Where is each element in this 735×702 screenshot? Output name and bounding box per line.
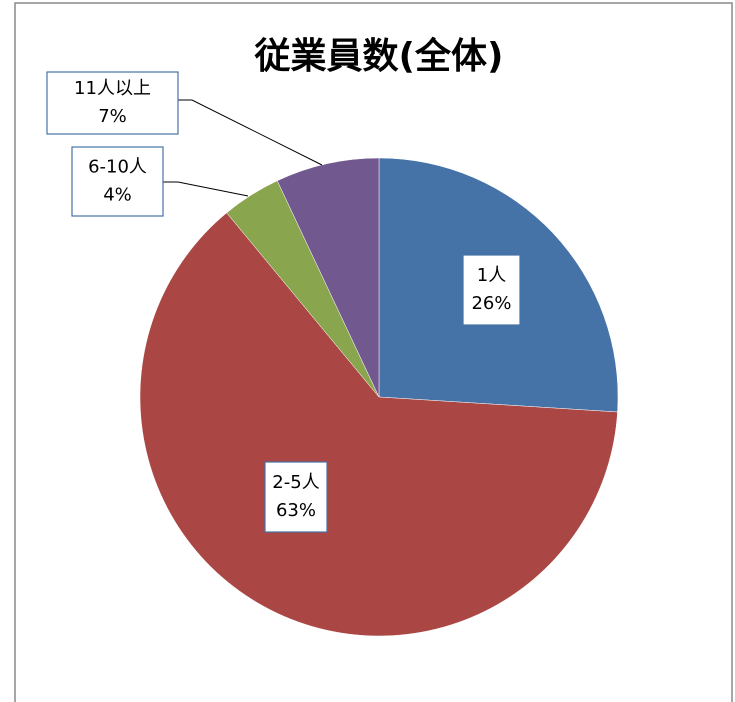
chart-title: 従業員数(全体) [254, 35, 504, 77]
label-box [71, 146, 164, 217]
pie-slice [139, 212, 618, 637]
slice-category: 11人以上 [74, 78, 151, 99]
slice-category: 1人 [477, 265, 506, 286]
slice-value-label: 4% [103, 185, 132, 206]
label-box [46, 71, 179, 135]
label-box [462, 254, 521, 326]
leader-line [178, 99, 323, 166]
slice-category: 2-5人 [272, 472, 319, 493]
label-box [264, 461, 328, 533]
pie-slice [276, 157, 380, 398]
slice-value-label: 26% [471, 293, 511, 314]
slice-value-label: 7% [98, 106, 127, 127]
slice-category: 6-10人 [88, 157, 147, 178]
slice-value-label: 63% [276, 500, 316, 521]
leader-line [163, 181, 249, 197]
